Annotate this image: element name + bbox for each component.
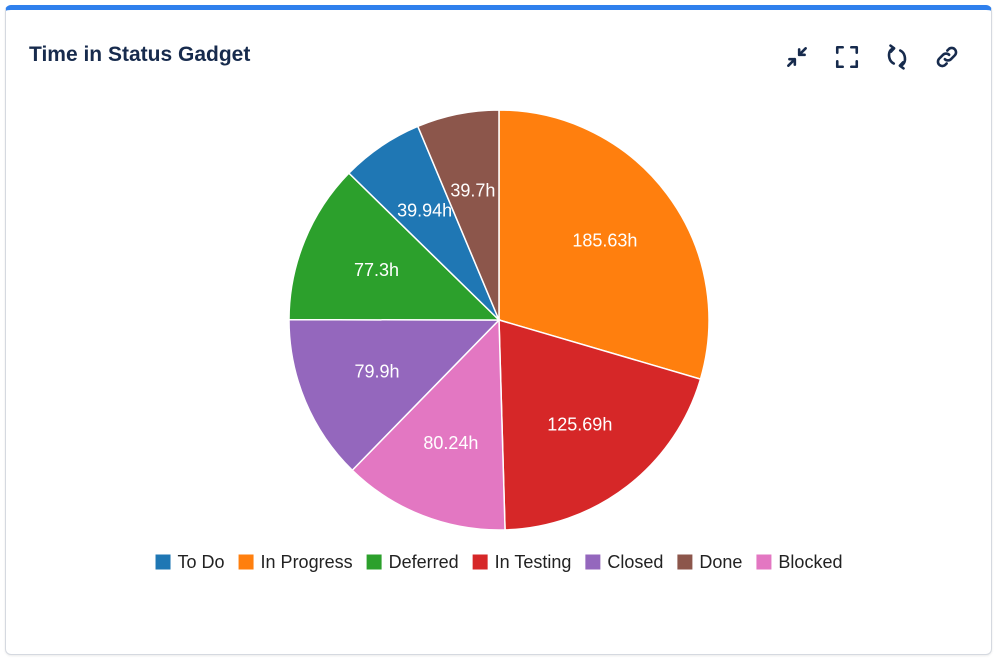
pie-slice-deferred[interactable]	[288, 172, 501, 321]
legend-item-blocked[interactable]: Blocked	[756, 552, 842, 572]
data-label-done: 39.7h	[450, 180, 495, 200]
legend-label: In Testing	[495, 552, 572, 572]
legend-swatch	[585, 554, 601, 570]
legend-label: To Do	[178, 552, 225, 572]
legend-item-closed[interactable]: Closed	[585, 552, 663, 572]
data-label-closed: 79.9h	[355, 361, 400, 381]
legend-swatch	[677, 554, 693, 570]
legend-swatch	[238, 554, 254, 570]
fullscreen-icon	[835, 45, 859, 69]
pie-slice-in-testing[interactable]	[498, 318, 702, 531]
pie-slice-done[interactable]	[416, 109, 500, 321]
pie-slice-closed[interactable]	[288, 318, 501, 472]
legend-swatch	[756, 554, 772, 570]
legend-swatch	[155, 554, 171, 570]
data-label-in-progress: 185.63h	[572, 231, 637, 251]
pie-slice-blocked[interactable]	[351, 318, 506, 531]
legend-label: Done	[699, 552, 742, 572]
refresh-button[interactable]	[879, 42, 915, 72]
legend-item-in-progress[interactable]: In Progress	[238, 552, 353, 572]
gadget-title: Time in Status Gadget	[29, 43, 251, 66]
chart-legend: To Do In Progress Deferred In Testing Closed…	[155, 552, 842, 572]
data-label-in-testing: 125.69h	[547, 415, 612, 435]
data-label-blocked: 80.24h	[423, 433, 478, 453]
legend-label: In Progress	[261, 552, 353, 572]
link-button[interactable]	[929, 42, 965, 72]
minimize-button[interactable]	[779, 42, 815, 72]
pie-slice-in-progress[interactable]	[498, 109, 710, 381]
legend-item-deferred[interactable]: Deferred	[366, 552, 459, 572]
gadget-toolbar	[779, 42, 965, 72]
refresh-icon	[887, 44, 907, 70]
fullscreen-button[interactable]	[829, 42, 865, 72]
data-label-to-do: 39.94h	[397, 201, 452, 221]
link-icon	[936, 46, 958, 68]
legend-swatch	[366, 554, 382, 570]
data-label-deferred: 77.3h	[354, 260, 399, 280]
legend-item-done[interactable]: Done	[677, 552, 742, 572]
legend-item-in-testing[interactable]: In Testing	[472, 552, 572, 572]
legend-label: Deferred	[389, 552, 459, 572]
legend-label: Closed	[607, 552, 663, 572]
legend-item-to-do[interactable]: To Do	[155, 552, 225, 572]
minimize-icon	[787, 47, 807, 67]
legend-label: Blocked	[778, 552, 842, 572]
legend-swatch	[472, 554, 488, 570]
